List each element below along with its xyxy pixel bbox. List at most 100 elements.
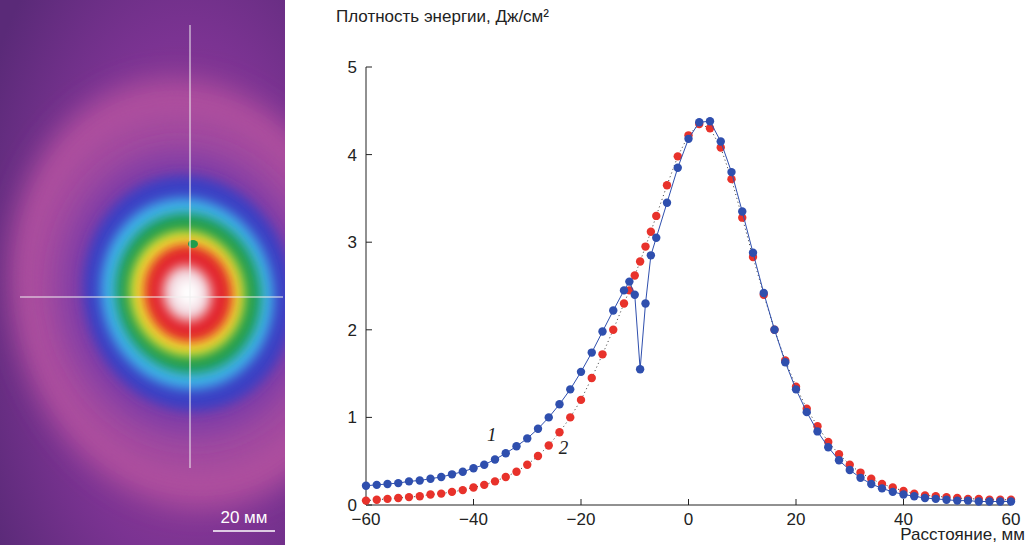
y-tick-label: 0 (348, 496, 357, 515)
crosshair (190, 25, 191, 468)
data-point (566, 413, 574, 421)
data-point (706, 117, 714, 125)
beam-contour (39, 131, 285, 456)
data-point (964, 496, 972, 504)
beam-contour (158, 261, 217, 326)
data-point (625, 277, 633, 285)
crosshair (20, 297, 283, 298)
data-point (588, 374, 596, 382)
data-point (394, 479, 402, 487)
data-point (652, 234, 660, 242)
data-point (394, 494, 402, 502)
data-point (663, 199, 671, 207)
data-point (985, 497, 993, 505)
data-point (480, 481, 488, 489)
data-point (502, 473, 510, 481)
data-point (512, 468, 520, 476)
data-point (577, 396, 585, 404)
data-point (663, 181, 671, 189)
beam-image (0, 0, 285, 545)
data-point (502, 449, 510, 457)
data-point (867, 480, 875, 488)
data-point (373, 481, 381, 489)
data-point (684, 135, 692, 143)
x-axis-title: Расстояние, мм (900, 525, 1025, 544)
figure: 20 мм−60−40−200204060012345Плотность эне… (0, 0, 1031, 545)
data-point (588, 348, 596, 356)
data-point (636, 365, 644, 373)
series-2 (362, 120, 1015, 505)
data-point (620, 286, 628, 294)
data-point (647, 251, 655, 259)
data-point (598, 350, 606, 358)
data-point (555, 400, 563, 408)
data-point (953, 496, 961, 504)
beam-contour (83, 182, 285, 406)
x-tick-label: −40 (459, 510, 488, 529)
scale-bar (213, 530, 275, 532)
x-tick (796, 499, 797, 505)
y-tick (366, 154, 372, 155)
y-tick-label: 4 (348, 146, 357, 165)
data-point (910, 492, 918, 500)
series-label: 1 (487, 424, 497, 445)
data-point (631, 291, 639, 299)
x-tick-label: 0 (684, 510, 693, 529)
data-point (480, 461, 488, 469)
data-point (459, 468, 467, 476)
data-point (362, 482, 370, 490)
data-point (416, 476, 424, 484)
data-point (636, 257, 644, 265)
data-point (577, 368, 585, 376)
data-point (383, 480, 391, 488)
data-point (459, 486, 467, 494)
data-point (1007, 497, 1015, 505)
y-tick-label: 2 (348, 321, 357, 340)
data-point (362, 496, 370, 504)
data-point (792, 385, 800, 393)
data-point (674, 164, 682, 172)
data-point (749, 249, 757, 257)
data-point (383, 495, 391, 503)
data-point (566, 385, 574, 393)
data-point (856, 474, 864, 482)
data-point (448, 470, 456, 478)
data-point (555, 428, 563, 436)
beam-contour (101, 200, 275, 386)
data-point (813, 427, 821, 435)
data-point (695, 118, 703, 126)
data-point (523, 461, 531, 469)
data-point (641, 242, 649, 250)
data-point (835, 456, 843, 464)
data-point (760, 289, 768, 297)
beam-contour (0, 47, 285, 540)
data-point (609, 326, 617, 334)
data-point (545, 413, 553, 421)
data-point (405, 477, 413, 485)
x-tick (473, 499, 474, 505)
data-point (534, 452, 542, 460)
series-line (366, 121, 1011, 501)
data-point (717, 137, 725, 145)
data-point (416, 492, 424, 500)
data-point (523, 434, 531, 442)
x-tick (688, 499, 689, 505)
x-tick-label: −20 (567, 510, 596, 529)
plot-area (362, 117, 1015, 506)
series-line (366, 124, 1011, 501)
data-point (534, 425, 542, 433)
data-point (609, 306, 617, 314)
data-point (738, 207, 746, 215)
axes: −60−40−200204060012345 (348, 58, 1021, 529)
data-point (641, 299, 649, 307)
series-1 (362, 117, 1015, 506)
y-tick (366, 67, 372, 68)
beam-contour (135, 236, 241, 350)
data-point (889, 488, 897, 496)
data-point (770, 326, 778, 334)
data-point (545, 441, 553, 449)
y-tick-label: 5 (348, 58, 357, 77)
y-axis-title: Плотность энергии, Дж/см² (336, 7, 549, 26)
y-tick-label: 1 (348, 408, 357, 427)
data-point (426, 475, 434, 483)
